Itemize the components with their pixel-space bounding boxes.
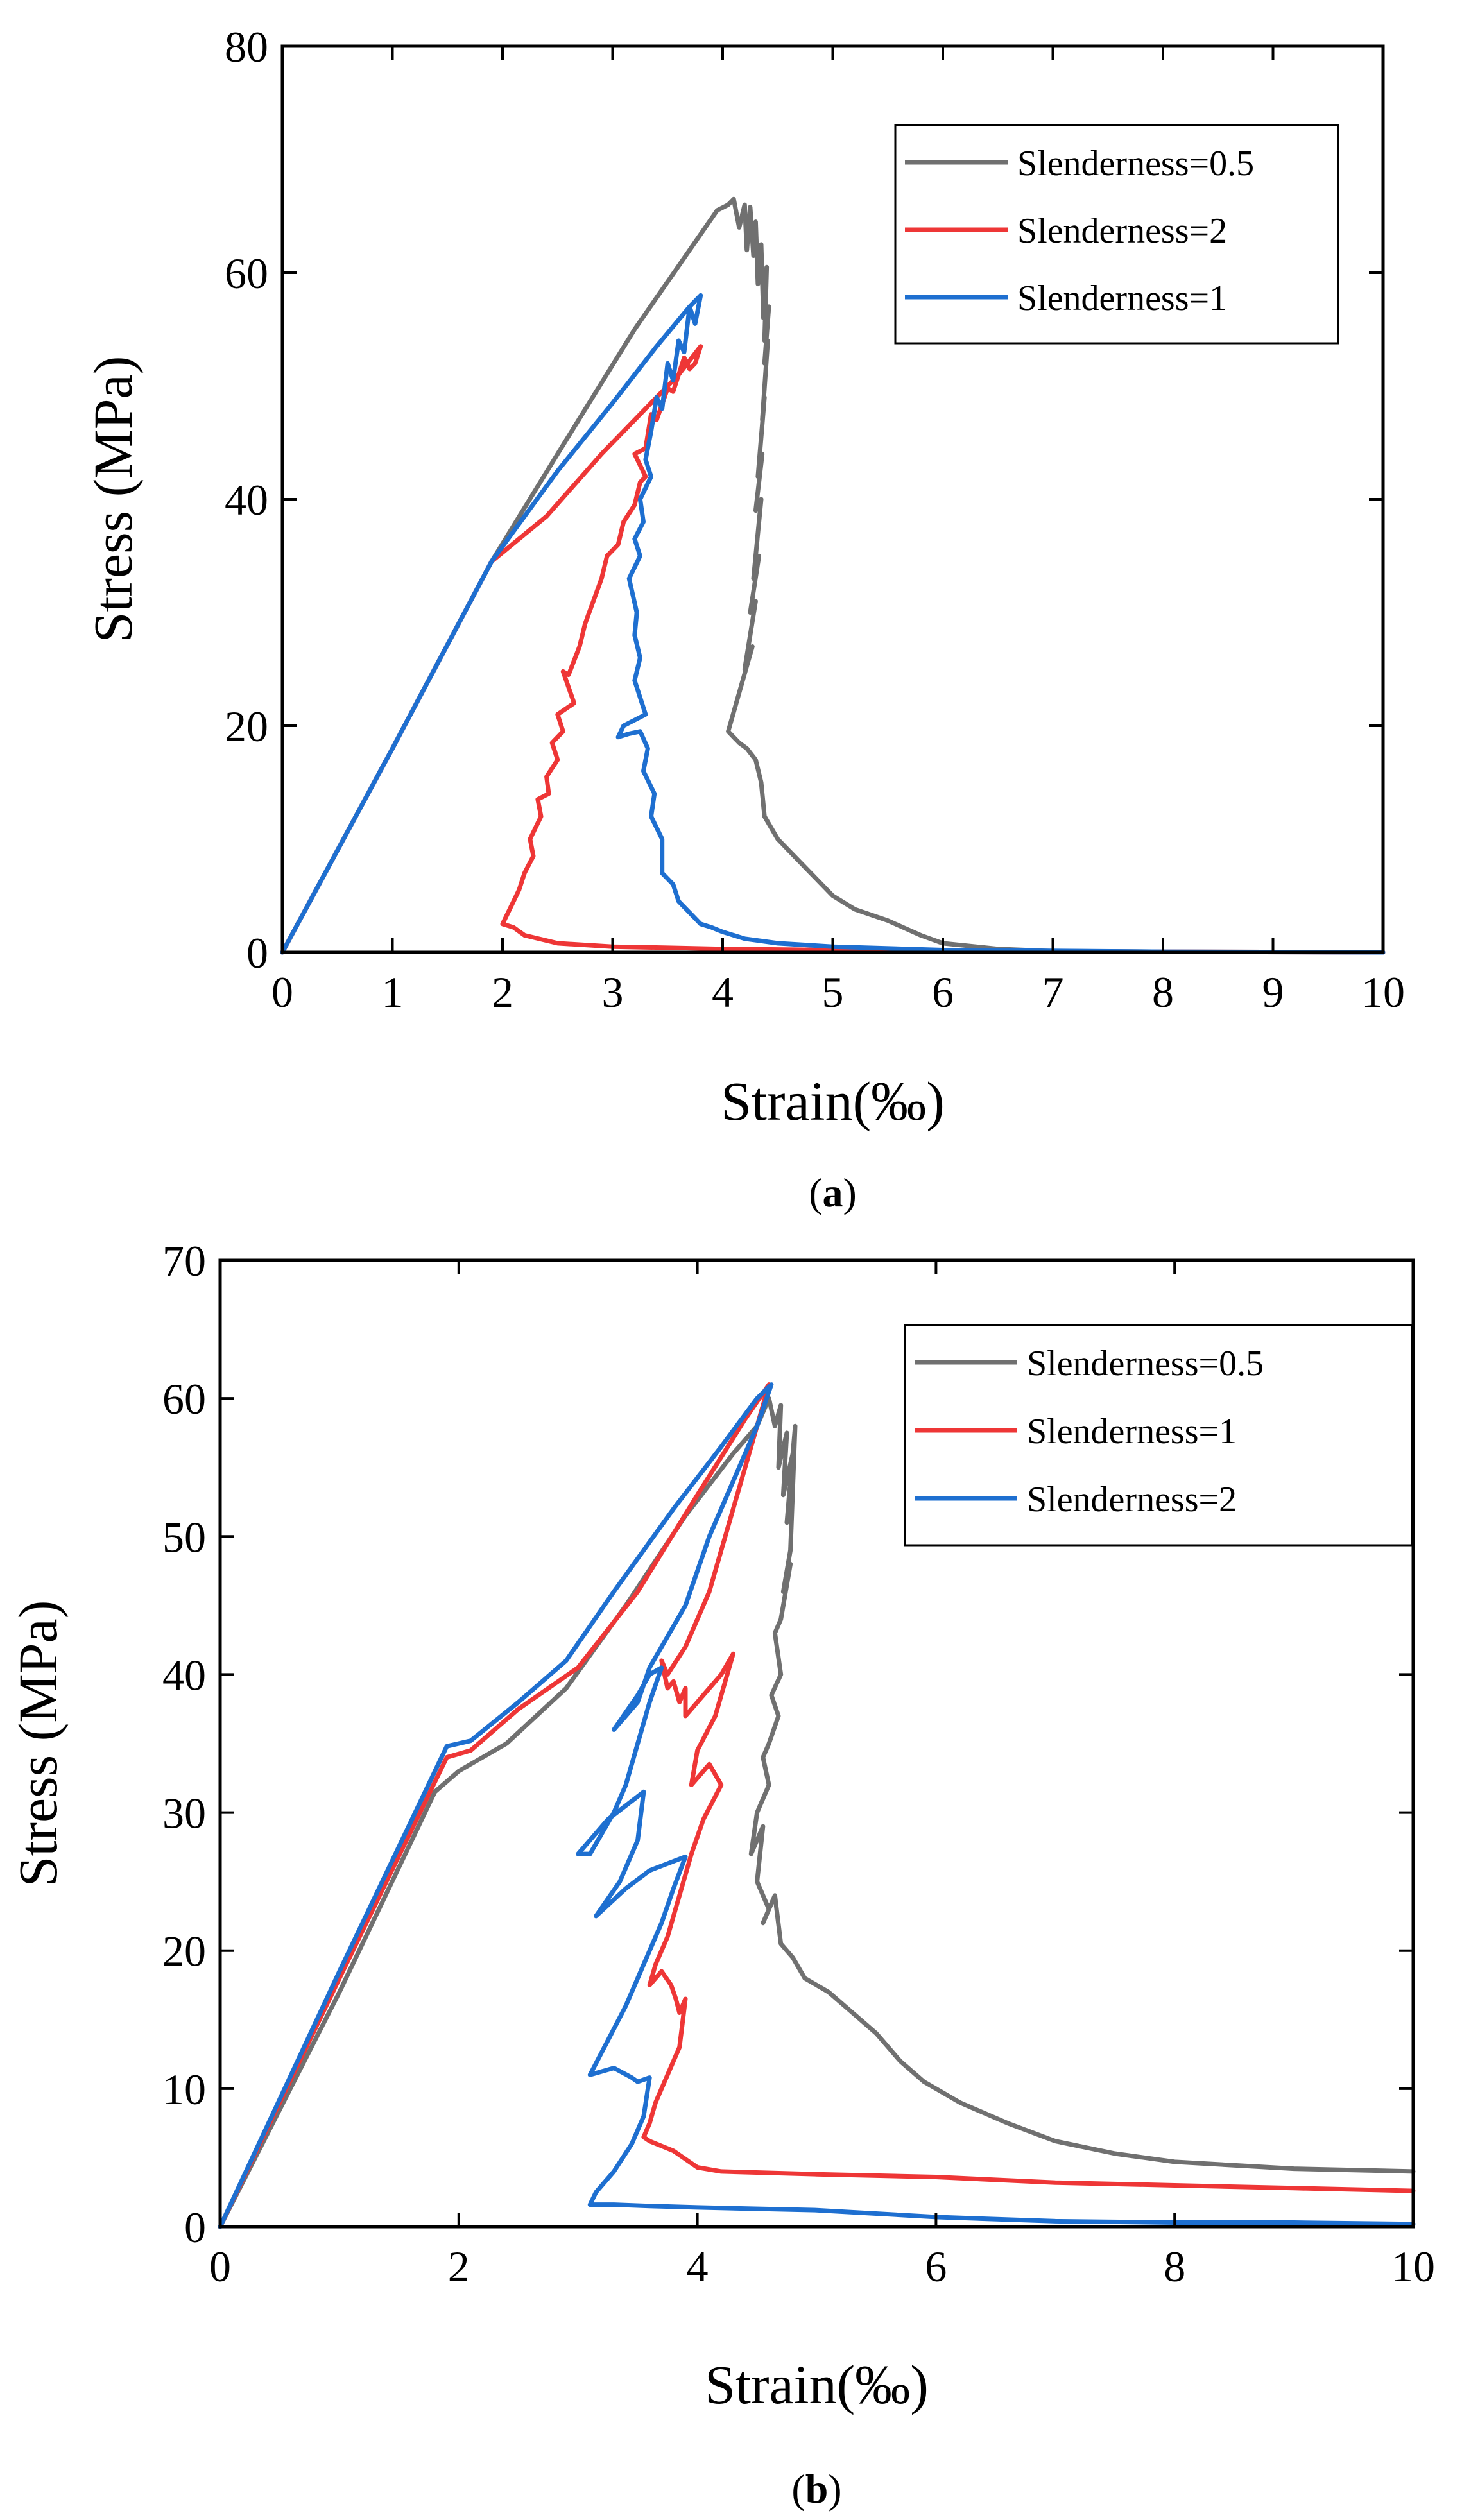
series-line-1 — [280, 196, 1386, 955]
plot-frame-b — [218, 1258, 1415, 2229]
chart-panel-a: 0 1 2 3 4 5 6 7 8 9 10 0 20 40 60 80 Strain(‰) Stress (… — [82, 22, 1405, 1215]
legend-label-3: Slenderness=2 — [1027, 1480, 1237, 1520]
x-tick-label: 8 — [1164, 2242, 1185, 2291]
x-tick-label: 6 — [932, 968, 954, 1016]
x-tick-label: 2 — [448, 2242, 470, 2291]
y-tick-label: 20 — [162, 1927, 206, 1976]
y-tick-label: 10 — [162, 2065, 206, 2114]
panel-label-a: a — [823, 1170, 843, 1215]
x-tick-label: 2 — [492, 968, 513, 1016]
y-tick-label: 20 — [225, 702, 268, 751]
y-tick-label: 50 — [162, 1513, 206, 1561]
y-axis-title-a: Stress (MPa) — [82, 356, 144, 643]
x-tick-label: 6 — [925, 2242, 947, 2291]
series-line-1 — [218, 1396, 1416, 2229]
x-tick-label: 5 — [822, 968, 844, 1016]
legend-box — [904, 1324, 1413, 1547]
panel-caption-b: (b) — [791, 2466, 841, 2512]
y-tick-label: 70 — [162, 1237, 206, 1285]
series-line-3 — [280, 293, 1386, 955]
y-tick-label: 80 — [225, 22, 268, 71]
x-tick-label: 10 — [1391, 2242, 1435, 2291]
x-tick-label: 4 — [712, 968, 734, 1016]
x-tick-label: 10 — [1361, 968, 1405, 1016]
y-tick-label: 40 — [162, 1650, 206, 1699]
series-line-3 — [218, 1382, 1416, 2229]
legend-label-1: Slenderness=0.5 — [1027, 1344, 1264, 1384]
legend-label-3: Slenderness=1 — [1017, 279, 1227, 318]
x-tick-label: 9 — [1262, 968, 1284, 1016]
x-tick-label: 7 — [1042, 968, 1064, 1016]
panel-label-b: b — [805, 2466, 829, 2512]
legend-a: Slenderness=0.5 Slenderness=2 Slenderness=… — [894, 124, 1339, 345]
ticks-a: 0 1 2 3 4 5 6 7 8 9 10 0 20 40 60 80 — [225, 22, 1405, 1016]
y-tick-label: 60 — [225, 249, 268, 298]
y-tick-label: 0 — [184, 2203, 206, 2252]
y-tick-label: 40 — [225, 476, 268, 524]
legend-b: Slenderness=0.5 Slenderness=1 Slenderness=… — [904, 1324, 1413, 1547]
series-layer-a — [280, 196, 1386, 955]
x-tick-label: 0 — [271, 968, 293, 1016]
chart-panel-b: 0 2 4 6 8 10 0 10 20 30 40 50 60 70 Strain(‰) Stress … — [7, 1237, 1435, 2512]
y-tick-label: 60 — [162, 1375, 206, 1423]
legend-label-1: Slenderness=0.5 — [1017, 144, 1254, 184]
x-tick-label: 4 — [687, 2242, 709, 2291]
x-axis-title-a: Strain(‰) — [721, 1070, 945, 1132]
y-tick-label: 30 — [162, 1789, 206, 1838]
legend-label-2: Slenderness=2 — [1017, 211, 1227, 251]
series-line-2 — [280, 344, 1386, 955]
series-layer-b — [218, 1382, 1416, 2229]
x-axis-title-b: Strain(‰) — [705, 2354, 929, 2415]
x-tick-label: 0 — [209, 2242, 231, 2291]
ticks-b: 0 2 4 6 8 10 0 10 20 30 40 50 60 70 — [162, 1237, 1435, 2291]
y-tick-label: 0 — [246, 929, 268, 977]
x-tick-label: 3 — [602, 968, 624, 1016]
panel-caption-a: (a) — [809, 1170, 857, 1215]
legend-label-2: Slenderness=1 — [1027, 1412, 1237, 1452]
x-tick-label: 8 — [1152, 968, 1174, 1016]
y-axis-title-b: Stress (MPa) — [7, 1600, 69, 1887]
x-tick-label: 1 — [382, 968, 404, 1016]
